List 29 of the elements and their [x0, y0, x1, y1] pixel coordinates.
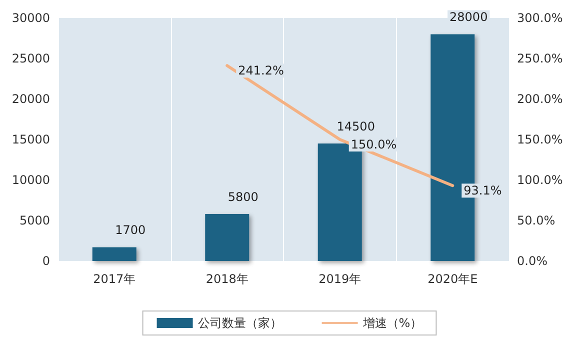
- data-label: 93.1%: [464, 184, 502, 198]
- x-tick-label: 2018年: [206, 272, 248, 286]
- bar: [205, 214, 250, 261]
- y2-tick-label: 250.0%: [517, 52, 563, 66]
- data-label: 241.2%: [238, 64, 284, 78]
- x-tick-label: 2019年: [318, 272, 362, 286]
- y-tick-label: 10000: [12, 173, 50, 187]
- data-label: 1700: [115, 223, 146, 238]
- y2-tick-label: 100.0%: [517, 173, 563, 187]
- x-tick-label: 2017年: [93, 272, 136, 286]
- y-tick-label: 5000: [19, 214, 50, 228]
- y2-tick-label: 0.0%: [517, 254, 548, 268]
- y2-tick-label: 300.0%: [517, 11, 563, 25]
- y-tick-label: 30000: [12, 11, 50, 25]
- y-tick-label: 0: [42, 254, 50, 268]
- y-tick-label: 25000: [12, 52, 50, 66]
- y2-tick-label: 50.0%: [517, 214, 556, 228]
- y2-tick-label: 200.0%: [517, 92, 563, 106]
- data-label: 28000: [450, 10, 488, 24]
- data-label: 14500: [336, 120, 375, 134]
- y-tick-label: 20000: [12, 92, 50, 106]
- bar: [92, 247, 136, 261]
- x-tick-label: 2020年E: [428, 272, 478, 286]
- data-label: 5800: [228, 190, 258, 204]
- y-tick-label: 15000: [12, 132, 50, 146]
- legend-label: 增速（%）: [362, 316, 422, 330]
- legend-label: 公司数量（家）: [198, 316, 282, 330]
- data-label: 150.0%: [350, 138, 397, 152]
- y2-tick-label: 150.0%: [517, 132, 563, 146]
